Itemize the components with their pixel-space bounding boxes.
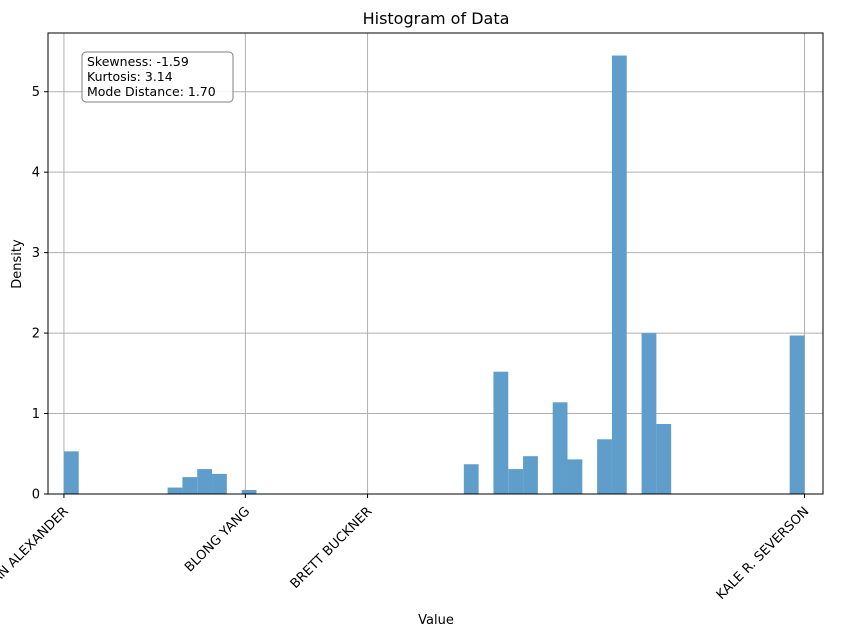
stats-box: Skewness: -1.59 Kurtosis: 3.14 Mode Dist… (81, 51, 234, 103)
y-axis-ticks: 0 1 2 3 4 5 (32, 85, 48, 503)
stats-box-frame (81, 51, 234, 103)
histogram-bar (523, 456, 538, 494)
chart-title: Histogram of Data (363, 9, 510, 28)
x-axis-ticks: IAN ALEXANDER BLONG YANG BRETT BUCKNER KALE… (0, 494, 812, 603)
x-tick-label: BRETT BUCKNER (288, 504, 376, 592)
histogram-bar (197, 469, 213, 494)
x-tick-label: IAN ALEXANDER (0, 504, 72, 589)
histogram-bar (508, 469, 524, 494)
histogram-bar (493, 371, 509, 494)
histogram-bar (611, 55, 627, 495)
stat-mode-distance: Mode Distance: 1.70 (87, 84, 216, 99)
y-tick-label: 1 (32, 407, 40, 422)
y-tick-label: 5 (32, 85, 40, 100)
histogram-bar (656, 424, 672, 494)
x-tick-label: BLONG YANG (182, 504, 253, 575)
stat-kurtosis: Kurtosis: 3.14 (87, 69, 173, 84)
stat-skewness: Skewness: -1.59 (87, 54, 189, 69)
y-tick-label: 3 (32, 246, 40, 261)
plot-frame (47, 32, 824, 495)
histogram-bar (241, 489, 257, 494)
x-tick-label: KALE R. SEVERSON (714, 504, 813, 603)
histogram-bar (552, 402, 568, 494)
y-tick-label: 2 (32, 327, 40, 342)
x-axis-title: Value (418, 613, 454, 628)
y-tick-label: 0 (32, 488, 40, 503)
histogram-bar (167, 487, 183, 494)
histogram-bar (463, 464, 479, 494)
y-axis-title: Density (10, 239, 25, 289)
y-tick-label: 4 (32, 166, 40, 181)
histogram-bar (567, 459, 583, 494)
histogram-bar (182, 477, 198, 494)
histogram-bar (597, 439, 612, 494)
histogram-bar (63, 451, 79, 494)
histogram-bar (212, 473, 227, 494)
histogram-bar (641, 333, 657, 494)
histogram-bar (789, 335, 805, 494)
histogram-bars (63, 55, 805, 495)
